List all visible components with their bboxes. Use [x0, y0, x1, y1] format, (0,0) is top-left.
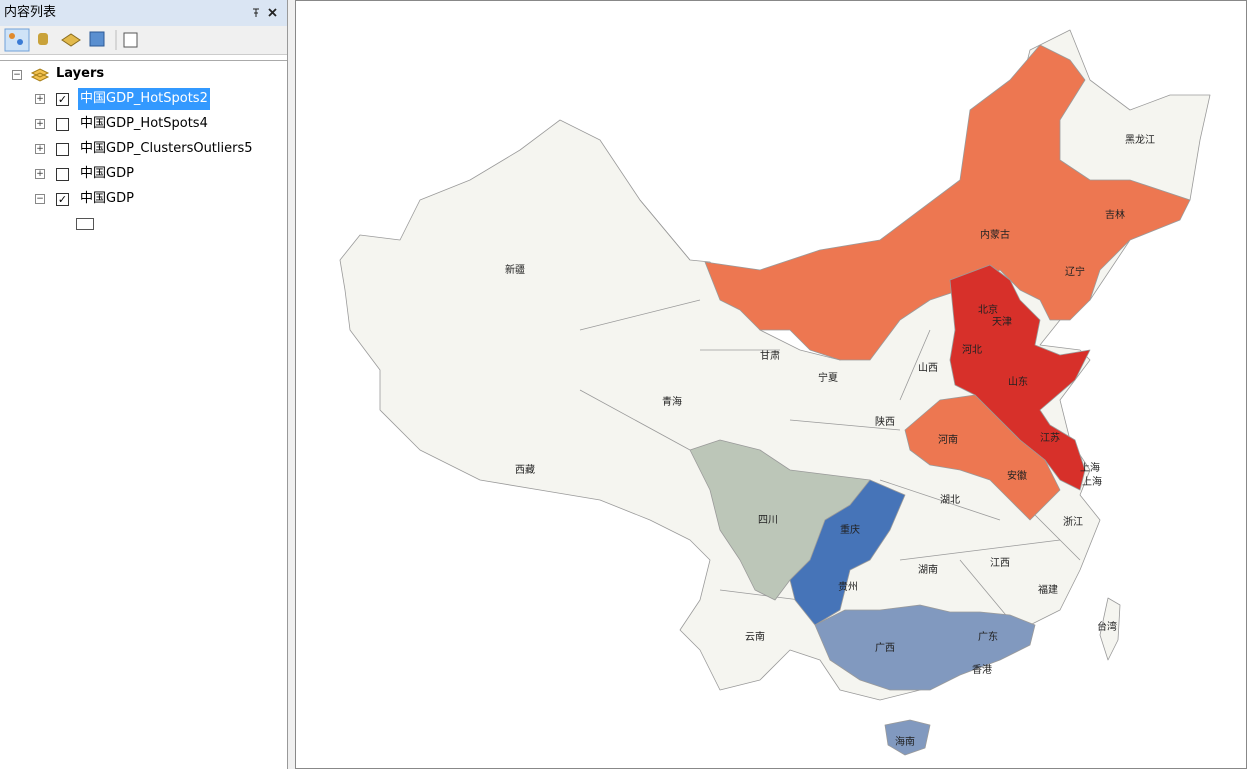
layer-checkbox[interactable] [56, 168, 69, 181]
province-label: 湖北 [940, 494, 960, 506]
province-label: 浙江 [1063, 516, 1083, 528]
province-label: 西藏 [515, 464, 535, 476]
layer-tree: − Layers + ✓ 中国GDP_HotSpots2 + 中国GDP_HotSpot… [0, 60, 287, 769]
province-label: 北京 [978, 303, 998, 316]
layer-checkbox[interactable]: ✓ [56, 93, 69, 106]
layer-row: + 中国GDP [0, 163, 285, 185]
province-label: 安徽 [1007, 469, 1027, 482]
list-by-visibility[interactable] [61, 33, 81, 47]
region-hot-99 [949, 264, 1091, 491]
province-label: 新疆 [505, 263, 525, 276]
province-label: 广东 [978, 630, 998, 643]
legend-swatch [76, 218, 94, 230]
expand-button[interactable]: + [35, 94, 45, 104]
province-label: 天津 [992, 316, 1012, 328]
province-label: 黑龙江 [1125, 133, 1155, 146]
province-label: 贵州 [838, 580, 858, 593]
province-label: 福建 [1038, 583, 1058, 596]
toolbar-icons[interactable] [0, 26, 160, 54]
layers-icon [30, 68, 50, 82]
layer-checkbox[interactable] [56, 143, 69, 156]
options[interactable] [123, 32, 138, 48]
list-by-source[interactable] [38, 33, 48, 45]
province-label: 湖南 [918, 563, 938, 576]
root-label: Layers [56, 66, 105, 81]
list-by-drawing-order[interactable] [4, 28, 30, 52]
layer-checkbox[interactable] [56, 118, 69, 131]
expand-button[interactable]: + [35, 169, 45, 179]
region-hot-90 [704, 44, 1191, 361]
region-hot-90b [904, 394, 1061, 521]
province-label: 上海 [1082, 475, 1102, 488]
layer-row: + 中国GDP_HotSpots4 [0, 113, 285, 135]
layer-name[interactable]: 中国GDP_HotSpots4 [80, 116, 208, 131]
province-label: 辽宁 [1065, 265, 1085, 278]
province-label: 四川 [758, 515, 778, 526]
table-of-contents: 内容列表 − Layers + ✓ 中国GDP_HotSpots2 + 中国GDP_Ho… [0, 0, 288, 769]
splitter[interactable] [288, 0, 295, 769]
province-label: 海南 [895, 735, 915, 748]
region-cold-90 [814, 604, 1036, 691]
collapse-button[interactable]: − [35, 194, 45, 204]
list-by-selection[interactable] [89, 31, 105, 47]
taiwan [1099, 597, 1121, 661]
toolbar [0, 26, 287, 55]
root-row: − Layers [0, 63, 280, 85]
province-label: 青海 [662, 395, 682, 408]
region-cold-90b [884, 719, 931, 756]
province-label: 河南 [938, 433, 958, 446]
province-label: 山西 [918, 362, 938, 374]
window-buttons[interactable] [245, 0, 285, 26]
title-bar: 内容列表 [0, 0, 287, 26]
province-label: 陕西 [875, 415, 895, 428]
province-label: 内蒙古 [980, 228, 1010, 241]
province-label: 广西 [875, 642, 895, 654]
province-label: 甘肃 [760, 349, 780, 362]
panel-title: 内容列表 [4, 5, 57, 20]
province-label: 香港 [972, 664, 992, 676]
province-label: 重庆 [840, 523, 860, 536]
province-label: 山东 [1008, 375, 1028, 388]
province-label: 吉林 [1105, 208, 1125, 221]
province-label: 云南 [745, 630, 765, 643]
borders [579, 199, 1081, 621]
layer-row: − ✓ 中国GDP [0, 188, 285, 210]
pin-button[interactable] [253, 8, 259, 17]
expand-button[interactable]: + [35, 144, 45, 154]
province-label: 江西 [990, 557, 1010, 569]
layer-name[interactable]: 中国GDP [80, 166, 134, 181]
close-button[interactable] [268, 8, 277, 17]
layer-row: + 中国GDP_ClustersOutliers5 [0, 138, 285, 160]
province-label: 河北 [962, 344, 982, 356]
layer-name[interactable]: 中国GDP [80, 191, 134, 206]
layer-name[interactable]: 中国GDP_HotSpots2 [78, 88, 210, 110]
collapse-button[interactable]: − [12, 70, 22, 80]
province-label: 宁夏 [818, 371, 838, 384]
layer-row: + ✓ 中国GDP_HotSpots2 [0, 88, 285, 110]
layer-checkbox[interactable]: ✓ [56, 193, 69, 206]
expand-button[interactable]: + [35, 119, 45, 129]
province-label: 江苏 [1040, 431, 1060, 444]
layer-name[interactable]: 中国GDP_ClustersOutliers5 [80, 141, 253, 156]
province-label: 上海 [1080, 461, 1100, 474]
province-label: 台湾 [1097, 620, 1117, 633]
